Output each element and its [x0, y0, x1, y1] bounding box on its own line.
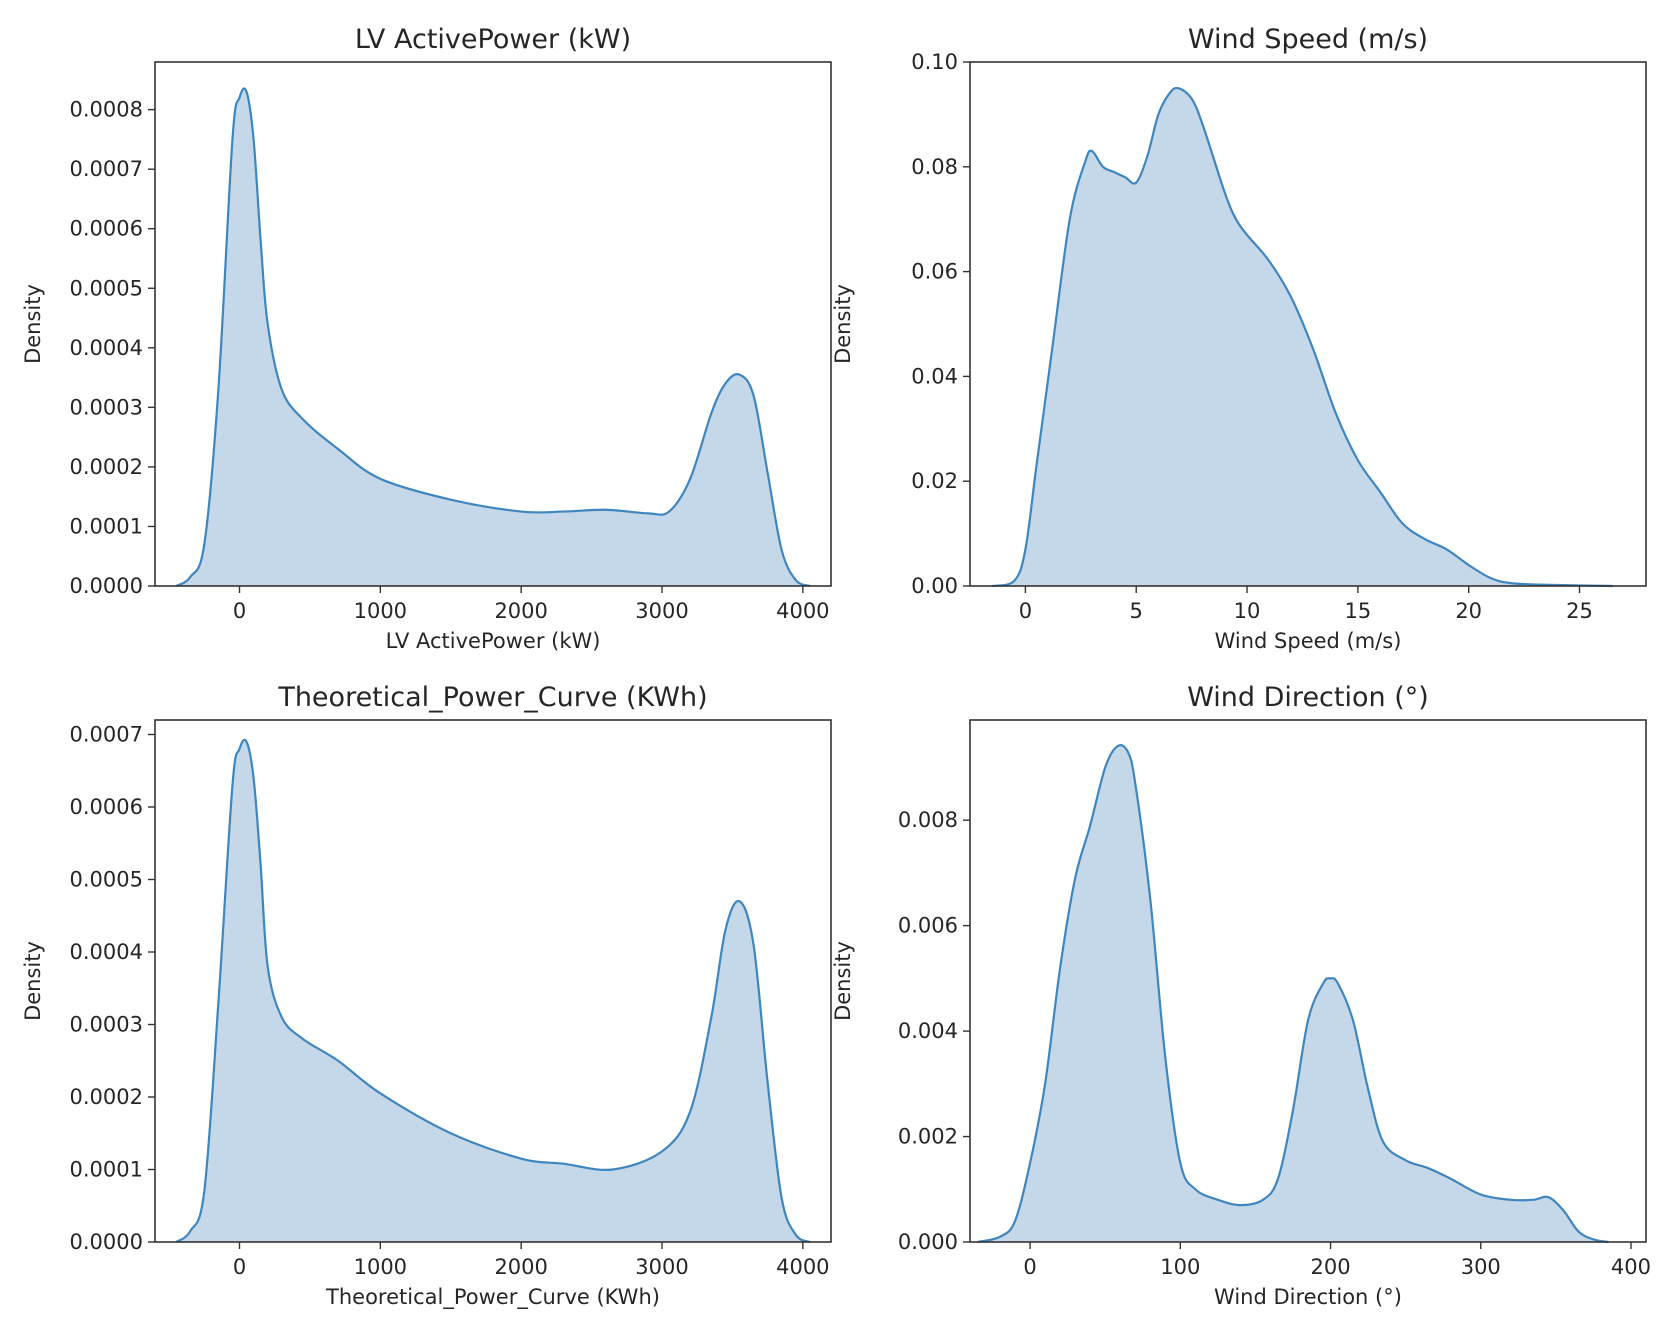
axes-frame — [154, 61, 832, 587]
x-tick-label: 4000 — [776, 599, 829, 623]
y-tick-label: 0.0000 — [70, 1230, 143, 1254]
y-tick-label: 0.004 — [898, 1019, 958, 1043]
y-tick-label: 0.0002 — [70, 455, 143, 479]
x-tick-label: 4000 — [776, 1255, 829, 1279]
x-tick-label: 25 — [1566, 599, 1593, 623]
y-tick-label: 0.0004 — [70, 336, 143, 360]
x-axis-ticks: 0 100 200 300 400 — [1023, 1242, 1651, 1279]
y-tick-label: 0.0008 — [70, 98, 143, 122]
y-tick-label: 0.0007 — [70, 157, 143, 181]
x-tick-label: 5 — [1130, 599, 1143, 623]
kde-area — [176, 739, 810, 1242]
x-tick-label: 0 — [1019, 599, 1032, 623]
y-tick-label: 0.10 — [911, 50, 958, 74]
x-tick-label: 3000 — [635, 1255, 688, 1279]
chart-title: LV ActivePower (kW) — [355, 24, 631, 55]
chart-title: Wind Direction (°) — [1187, 682, 1429, 713]
kde-line — [175, 87, 811, 588]
y-axis-label: Density — [831, 941, 855, 1021]
y-tick-label: 0.0002 — [70, 1085, 143, 1109]
x-tick-label: 100 — [1160, 1255, 1200, 1279]
y-axis-label: Density — [21, 284, 45, 364]
y-axis-label: Density — [831, 284, 855, 364]
x-tick-label: 1000 — [354, 1255, 407, 1279]
y-tick-label: 0.0005 — [70, 868, 143, 892]
y-tick-label: 0.06 — [911, 260, 958, 284]
x-tick-label: 200 — [1310, 1255, 1350, 1279]
kde-line — [175, 738, 811, 1244]
y-tick-label: 0.08 — [911, 155, 958, 179]
x-tick-label: 15 — [1345, 599, 1372, 623]
chart-title: Theoretical_Power_Curve (KWh) — [277, 682, 707, 713]
y-axis-ticks: 0.00 0.02 0.04 0.06 0.08 0.10 — [911, 50, 970, 598]
x-axis-label: Theoretical_Power_Curve (KWh) — [325, 1285, 660, 1310]
chart-lv-activepower: 0.0000 0.0001 0.0002 0.0003 0.0004 0.0005 0.00… — [21, 24, 832, 653]
x-tick-label: 0 — [233, 1255, 246, 1279]
chart-title: Wind Speed (m/s) — [1188, 24, 1428, 55]
kde-line — [991, 86, 1613, 588]
y-axis-ticks: 0.0000 0.0001 0.0002 0.0003 0.0004 0.0005 0.00… — [70, 98, 155, 598]
x-axis-label: LV ActivePower (kW) — [386, 629, 601, 653]
y-tick-label: 0.0001 — [70, 514, 143, 538]
y-tick-label: 0.002 — [898, 1125, 958, 1149]
x-axis-ticks: 0 1000 2000 3000 4000 — [233, 586, 830, 623]
y-axis-ticks: 0.000 0.002 0.004 0.006 0.008 — [898, 808, 970, 1254]
y-axis-ticks: 0.0000 0.0001 0.0002 0.0003 0.0004 0.0005 0.00… — [70, 723, 155, 1254]
x-axis-label: Wind Speed (m/s) — [1215, 629, 1402, 653]
x-tick-label: 20 — [1455, 599, 1482, 623]
y-axis-label: Density — [21, 941, 45, 1021]
x-tick-label: 3000 — [635, 599, 688, 623]
x-tick-label: 2000 — [494, 1255, 547, 1279]
y-tick-label: 0.0003 — [70, 395, 143, 419]
x-tick-label: 1000 — [354, 599, 407, 623]
kde-area — [992, 87, 1613, 586]
y-tick-label: 0.000 — [898, 1230, 958, 1254]
axes-frame — [969, 719, 1647, 1243]
y-tick-label: 0.0006 — [70, 217, 143, 241]
axes-frame — [154, 719, 832, 1243]
kde-area — [176, 88, 810, 586]
y-tick-label: 0.008 — [898, 808, 958, 832]
y-tick-label: 0.0003 — [70, 1013, 143, 1037]
y-tick-label: 0.0004 — [70, 940, 143, 964]
y-tick-label: 0.0006 — [70, 795, 143, 819]
y-tick-label: 0.0000 — [70, 574, 143, 598]
x-axis-label: Wind Direction (°) — [1214, 1285, 1402, 1309]
kde-area — [977, 745, 1609, 1242]
y-tick-label: 0.0001 — [70, 1158, 143, 1182]
y-tick-label: 0.02 — [911, 469, 958, 493]
x-tick-label: 10 — [1234, 599, 1261, 623]
axes-frame — [969, 61, 1647, 587]
x-tick-label: 2000 — [494, 599, 547, 623]
x-axis-ticks: 0 5 10 15 20 25 — [1019, 586, 1593, 623]
x-tick-label: 0 — [1023, 1255, 1036, 1279]
x-tick-label: 300 — [1461, 1255, 1501, 1279]
y-tick-label: 0.00 — [911, 574, 958, 598]
x-tick-label: 400 — [1611, 1255, 1651, 1279]
y-tick-label: 0.0005 — [70, 276, 143, 300]
y-tick-label: 0.0007 — [70, 723, 143, 747]
x-tick-label: 0 — [233, 599, 246, 623]
x-axis-ticks: 0 1000 2000 3000 4000 — [233, 1242, 830, 1279]
kde-line — [977, 744, 1609, 1244]
y-tick-label: 0.04 — [911, 364, 958, 388]
chart-wind-speed: 0.00 0.02 0.04 0.06 0.08 0.10 0 5 10 15 20 25 Wind… — [831, 24, 1647, 653]
chart-theoretical-power-curve: 0.0000 0.0001 0.0002 0.0003 0.0004 0.0005 0.00… — [21, 682, 832, 1310]
y-tick-label: 0.006 — [898, 914, 958, 938]
